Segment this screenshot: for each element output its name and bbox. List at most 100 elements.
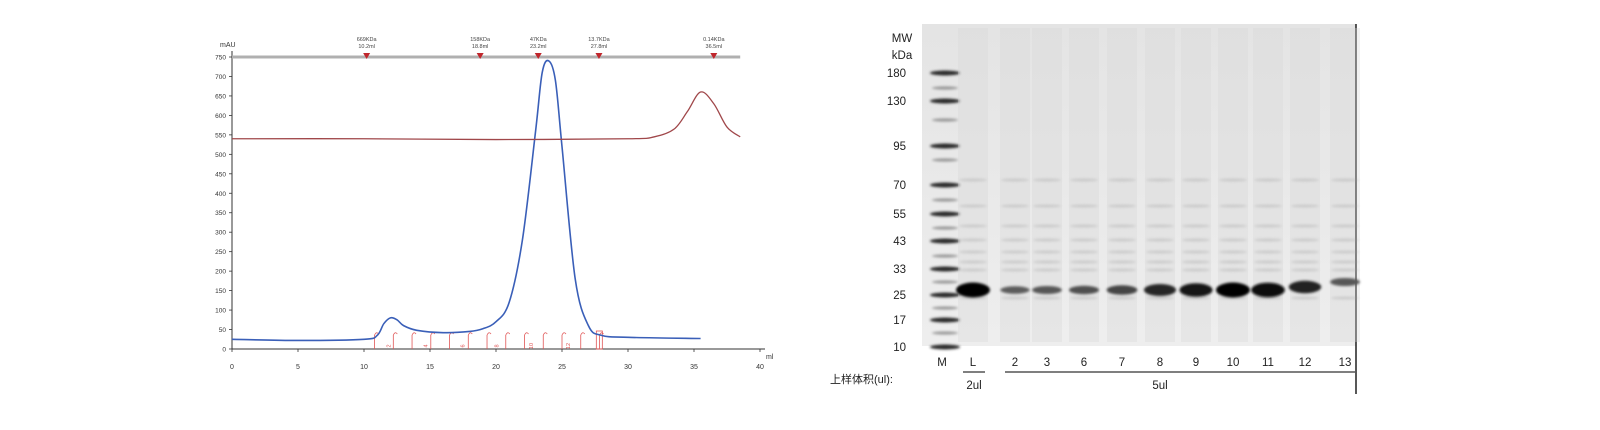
lane-label: 13 — [1339, 357, 1352, 369]
lane-minor-band — [1291, 260, 1319, 264]
lane-minor-band — [1033, 296, 1061, 300]
mw-size-label: 10 — [893, 342, 906, 354]
lane-minor-band — [1254, 238, 1282, 242]
lane-minor-band — [1182, 224, 1210, 228]
volume-l-label: 2ul — [966, 380, 981, 392]
lane-minor-band — [959, 204, 987, 208]
lane-minor-band — [1033, 238, 1061, 242]
lane-minor-band — [1146, 268, 1174, 272]
ladder-band-faint — [932, 280, 958, 284]
protein-band — [1288, 280, 1322, 294]
lane-minor-band — [1070, 178, 1098, 182]
lane-minor-band — [1033, 260, 1061, 264]
lane-label: L — [970, 357, 977, 369]
lane-minor-band — [1291, 178, 1319, 182]
lane-minor-band — [1070, 224, 1098, 228]
lane-minor-band — [1001, 260, 1029, 264]
fraction-hook — [542, 332, 548, 336]
lane-minor-band — [1146, 238, 1174, 242]
protein-band — [1330, 278, 1360, 286]
marker-volume-label: 10.2ml — [358, 44, 375, 50]
y-tick-label: 250 — [215, 249, 226, 256]
lane-minor-band — [1219, 250, 1247, 254]
fraction-label: 4 — [423, 344, 429, 347]
lane-minor-band — [1033, 178, 1061, 182]
lane-minor-band — [1331, 268, 1359, 272]
x-tick-label: 35 — [690, 364, 698, 371]
lane-minor-band — [1108, 260, 1136, 264]
lane-minor-band — [1182, 204, 1210, 208]
protein-band — [1000, 286, 1030, 294]
y-tick-label: 300 — [215, 230, 226, 237]
lane-minor-band — [1219, 296, 1247, 300]
y-tick-label: 600 — [215, 113, 226, 120]
ladder-band — [930, 292, 960, 298]
lane-minor-band — [959, 224, 987, 228]
ladder-band — [930, 238, 960, 244]
lane-minor-band — [1331, 260, 1359, 264]
y-tick-label: 0 — [222, 347, 226, 354]
y-tick-label: 350 — [215, 210, 226, 217]
lane-minor-band — [1219, 178, 1247, 182]
lane-minor-band — [1108, 178, 1136, 182]
fraction-hook — [392, 332, 398, 336]
mw-size-label: 17 — [893, 315, 906, 327]
marker-mw-label: 0.14KDa — [703, 37, 725, 43]
y-tick-label: 700 — [215, 74, 226, 81]
marker-mw-label: 669KDa — [357, 37, 378, 43]
protein-band — [1106, 285, 1138, 295]
lane-minor-band — [1108, 250, 1136, 254]
mw-size-label: 130 — [887, 96, 906, 108]
marker-volume-label: 18.8ml — [472, 44, 489, 50]
lane-minor-band — [1001, 178, 1029, 182]
y-tick-label: 150 — [215, 288, 226, 295]
ladder-band — [930, 98, 960, 104]
lane-minor-band — [1331, 238, 1359, 242]
protein-band — [1068, 285, 1100, 295]
lane-minor-band — [1146, 250, 1174, 254]
lane-minor-band — [1001, 296, 1029, 300]
fraction-hook — [561, 332, 567, 336]
lane-minor-band — [1254, 204, 1282, 208]
y-tick-label: 650 — [215, 93, 226, 100]
fraction-label: 6 — [460, 344, 466, 347]
marker-mw-label: 47KDa — [530, 37, 548, 43]
marker-volume-label: 27.8ml — [591, 44, 608, 50]
lane-minor-band — [1219, 224, 1247, 228]
ladder-band — [930, 143, 960, 149]
lane-minor-band — [1070, 260, 1098, 264]
x-tick-label: 15 — [426, 364, 434, 371]
lane-minor-band — [1146, 178, 1174, 182]
lane-minor-band — [959, 296, 987, 300]
lane-minor-band — [1070, 268, 1098, 272]
lane-minor-band — [1033, 268, 1061, 272]
ladder-band — [930, 266, 960, 272]
chromatogram-chart: mAUml05010015020025030035040045050055060… — [215, 37, 774, 371]
lane-label: 8 — [1157, 357, 1163, 369]
lane-minor-band — [1001, 204, 1029, 208]
lane-minor-band — [1108, 268, 1136, 272]
lane-minor-band — [1070, 204, 1098, 208]
lane-minor-band — [959, 260, 987, 264]
fraction-label: 10 — [529, 343, 535, 349]
y-tick-label: 500 — [215, 152, 226, 159]
fraction-end-marker — [595, 330, 603, 350]
lane-minor-band — [1070, 250, 1098, 254]
lane-minor-band — [1219, 260, 1247, 264]
marker-triangle — [595, 53, 603, 59]
y-axis-label: mAU — [220, 42, 236, 49]
lane-minor-band — [1108, 224, 1136, 228]
ladder-band-faint — [932, 198, 958, 202]
conductivity-line — [231, 91, 741, 141]
lane-minor-band — [1146, 260, 1174, 264]
kda-title: kDa — [892, 50, 913, 62]
lane-smear — [1330, 28, 1360, 342]
y-tick-label: 750 — [215, 55, 226, 62]
protein-band — [1179, 283, 1213, 297]
marker-triangle — [363, 53, 371, 59]
ladder-band-faint — [932, 118, 958, 122]
marker-mw-label: 158KDa — [470, 37, 491, 43]
mw-size-label: 70 — [893, 180, 906, 192]
lane-label: 9 — [1193, 357, 1199, 369]
